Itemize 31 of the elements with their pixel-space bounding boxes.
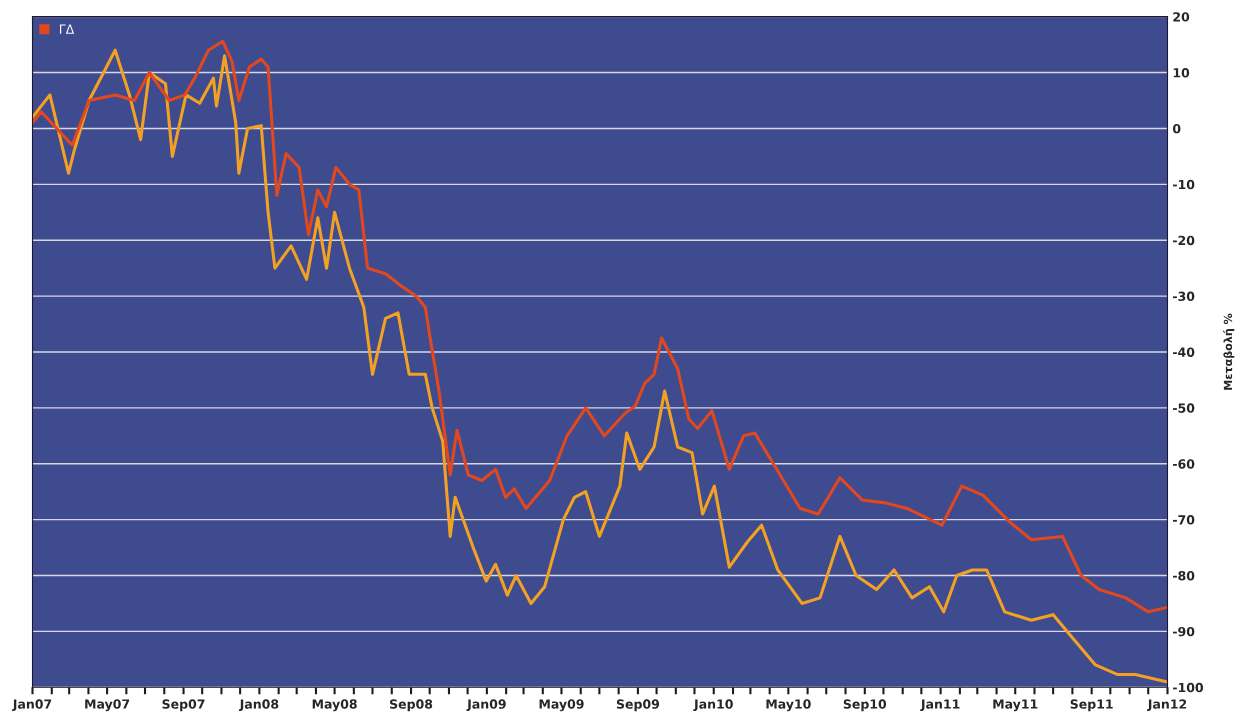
y-tick-label: 10 [1173,68,1190,78]
x-tick-label: Sep09 [616,699,660,712]
x-tick-label: Jan08 [238,699,279,712]
legend-label: ΓΔ [59,24,75,34]
y-tick-label: -90 [1173,626,1195,637]
x-tick-label: Sep08 [390,699,433,712]
x-tick-label: Jan10 [693,699,733,712]
y-tick-label: -80 [1173,571,1195,581]
x-tick-label: Jan09 [466,699,506,712]
y-tick-label: -50 [1173,403,1195,413]
y-tick-label: 0 [1172,123,1181,134]
y-tick-label: -10 [1173,179,1195,190]
x-tick-label: May07 [85,699,130,712]
y-tick-label: 20 [1173,12,1190,22]
y-tick-label: -100 [1173,682,1204,693]
y-tick-label: -70 [1173,515,1195,525]
x-tick-label: Sep11 [1070,699,1113,712]
x-tick-label: Jan11 [920,699,960,712]
x-tick-label: Sep07 [162,699,205,712]
y-tick-label: -60 [1173,459,1195,469]
y-tick-label: -30 [1173,291,1195,302]
x-tick-label: Sep10 [843,699,887,712]
x-tick-label: May08 [312,699,357,712]
x-tick-label: May10 [766,699,811,712]
x-tick-label: Jan12 [1147,699,1187,712]
x-tick-label: May11 [993,699,1038,712]
x-tick-label: May09 [539,699,584,712]
x-tick-label: Jan07 [12,699,52,712]
y-axis-title: Μεταβολή % [1223,313,1235,390]
y-tick-label: -20 [1173,235,1195,246]
y-tick-label: -40 [1173,347,1195,357]
